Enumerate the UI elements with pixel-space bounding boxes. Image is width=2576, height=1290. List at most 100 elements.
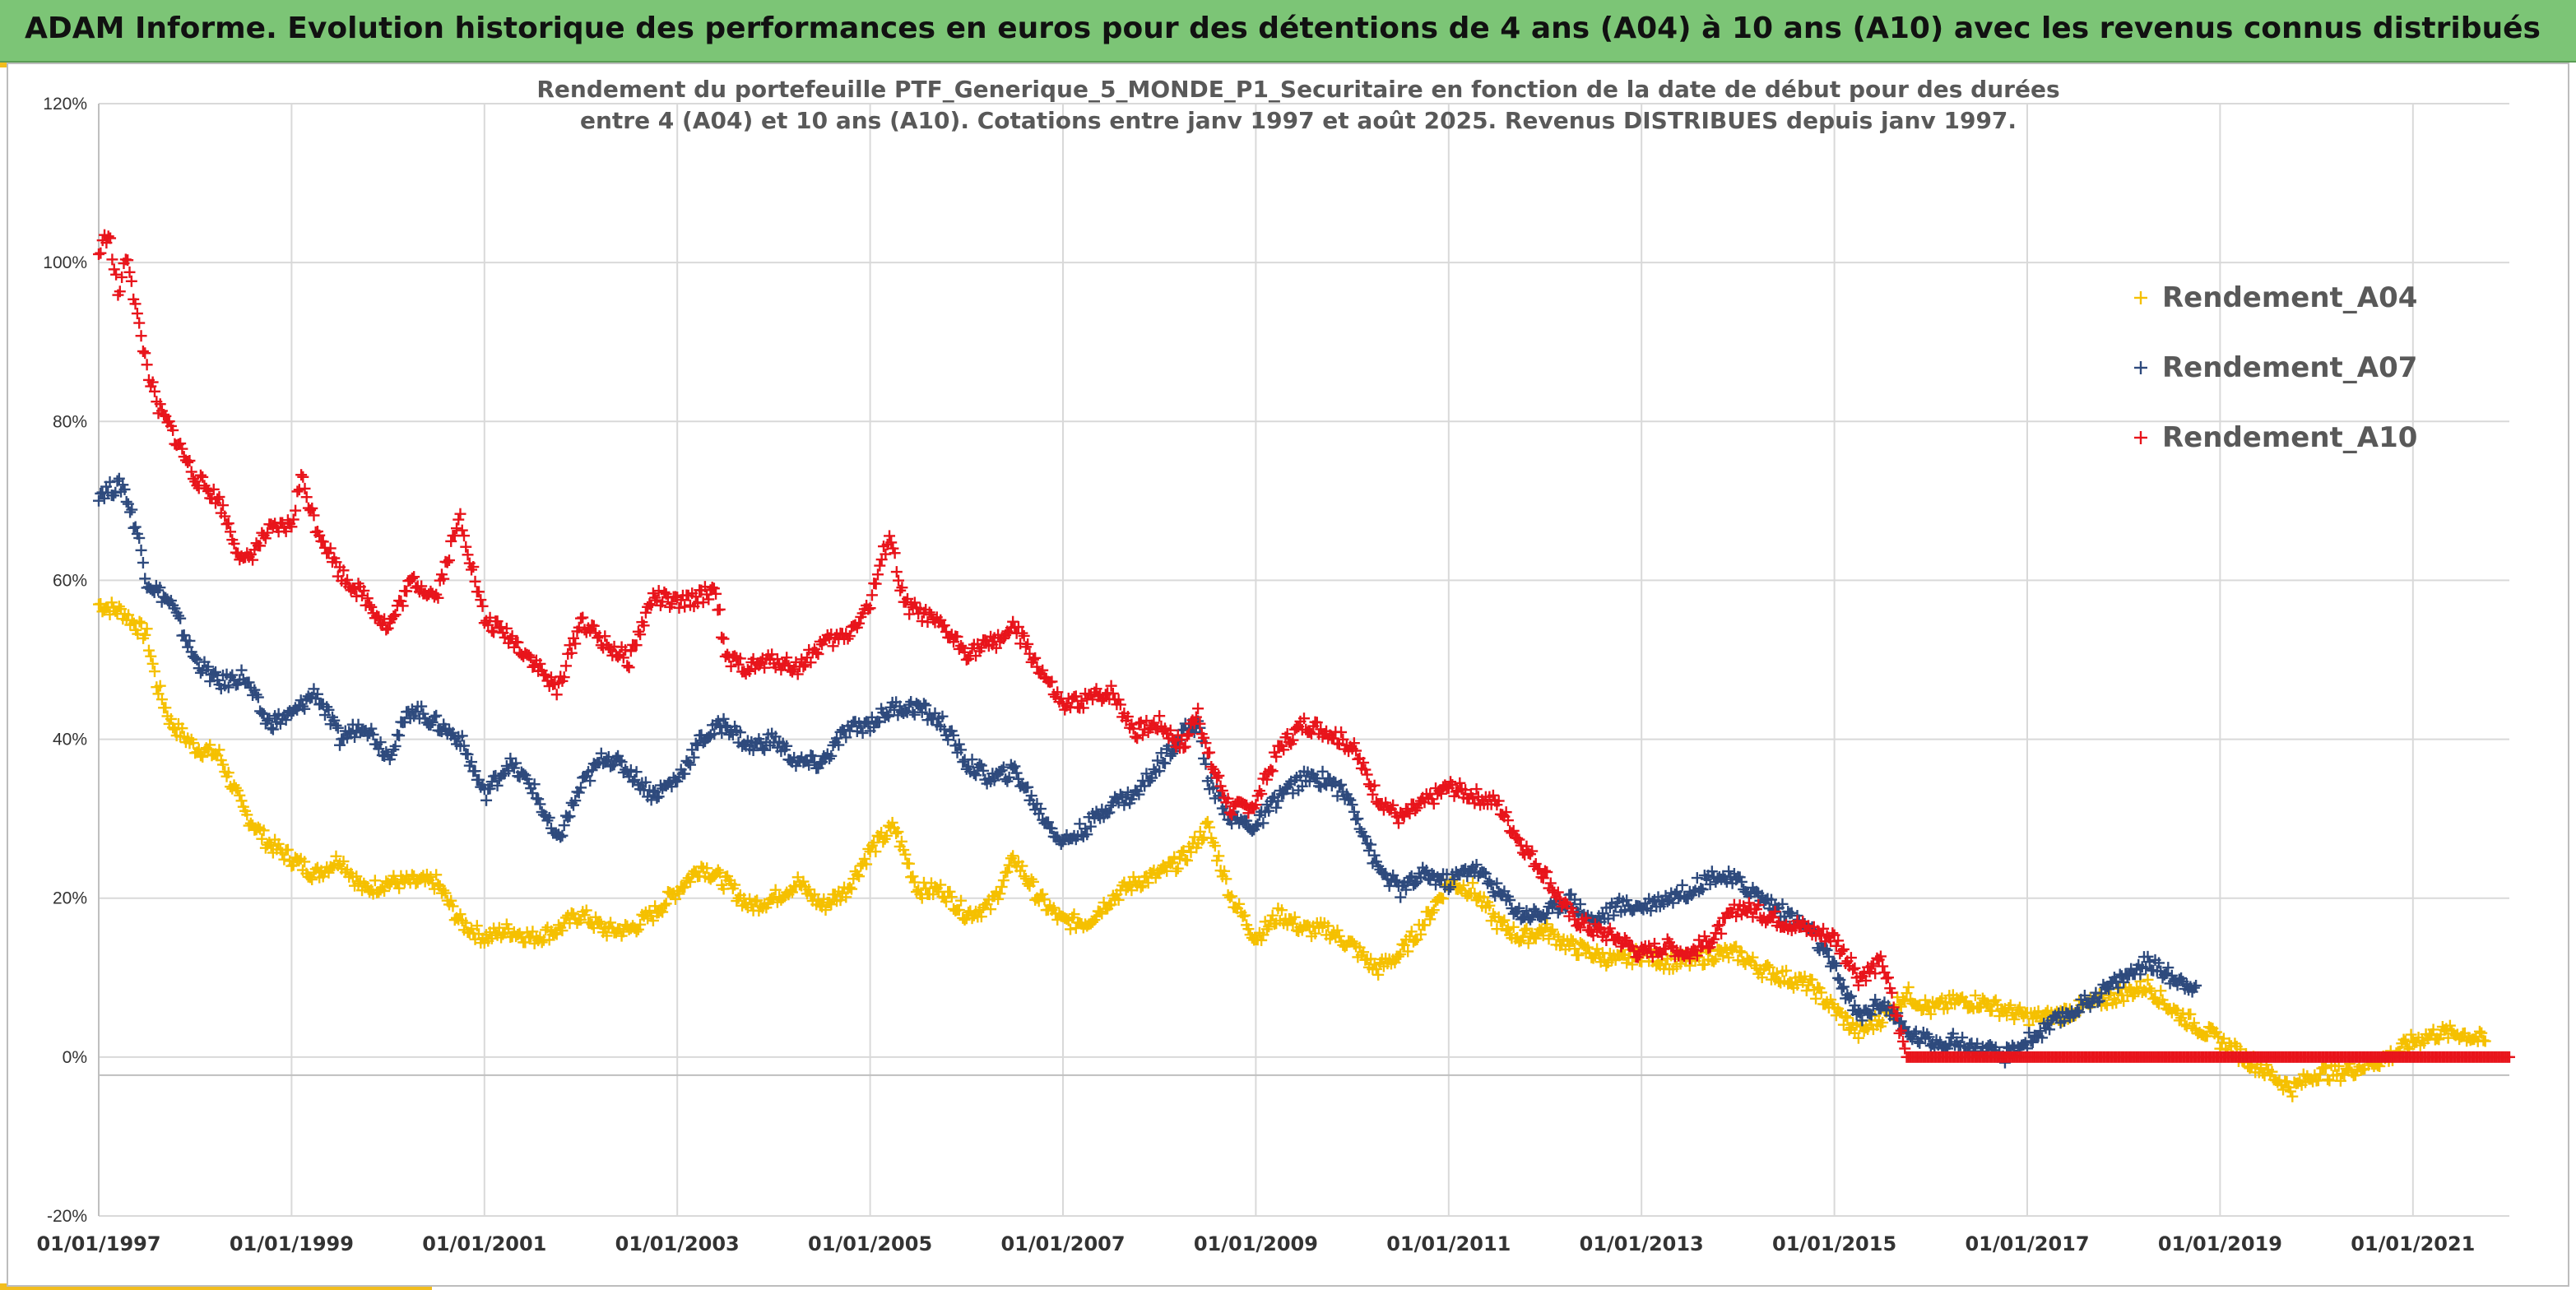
data-point <box>536 936 548 949</box>
data-point <box>337 855 350 867</box>
data-point <box>907 870 919 883</box>
data-point <box>935 879 947 891</box>
data-point <box>142 644 155 657</box>
data-point <box>996 881 1008 893</box>
data-point <box>632 923 644 935</box>
data-point <box>471 920 483 932</box>
x-tick-label: 01/01/2013 <box>1580 1232 1704 1255</box>
data-point <box>1256 934 1268 946</box>
page-title: ADAM Informe. Evolution historique des p… <box>25 12 2541 45</box>
data-point <box>1209 840 1221 852</box>
data-point <box>892 826 904 838</box>
data-point <box>145 650 157 662</box>
data-point <box>884 530 896 542</box>
data-point <box>1266 909 1279 921</box>
data-point <box>272 838 285 850</box>
data-point <box>1520 922 1533 935</box>
data-point <box>1395 948 1407 960</box>
data-point <box>1027 875 1039 888</box>
data-point <box>369 875 381 887</box>
data-point <box>110 268 123 281</box>
data-point <box>95 247 107 259</box>
data-point <box>1220 873 1232 885</box>
data-point <box>106 253 118 266</box>
data-point <box>1201 815 1214 828</box>
data-point <box>1135 881 1147 893</box>
data-point <box>1365 953 1377 965</box>
chart-frame: 120% 100% 80% 60% 40% 20% 0% -20% 01/01/1997 01/0… <box>7 63 2569 1287</box>
data-point <box>454 508 466 520</box>
data-point <box>1170 865 1182 877</box>
data-point <box>309 863 322 875</box>
data-point <box>135 617 147 629</box>
y-tick-label: 20% <box>53 889 87 908</box>
data-point <box>1158 757 1171 769</box>
data-point <box>880 829 893 842</box>
data-point <box>890 566 903 578</box>
data-point <box>213 744 225 756</box>
data-point <box>124 506 137 518</box>
data-point <box>1414 928 1427 940</box>
data-point <box>1112 893 1125 906</box>
data-point <box>454 908 466 921</box>
data-point <box>480 794 493 806</box>
data-point <box>291 485 304 498</box>
data-point <box>460 541 472 553</box>
data-point <box>1068 908 1080 921</box>
data-point <box>146 657 159 670</box>
data-point <box>1196 833 1209 846</box>
data-point <box>326 861 338 874</box>
legend-label: Rendement_A07 <box>2162 351 2417 384</box>
data-point <box>458 530 471 542</box>
data-point <box>729 879 741 891</box>
data-point <box>559 660 572 672</box>
data-point <box>129 521 142 533</box>
data-point <box>1507 921 1520 933</box>
data-point <box>717 633 730 645</box>
data-point <box>406 869 418 881</box>
data-point <box>1427 904 1440 916</box>
data-point <box>895 835 907 847</box>
legend-label: Rendement_A10 <box>2162 421 2417 454</box>
data-point <box>456 524 468 536</box>
data-point <box>701 862 713 875</box>
data-point <box>1129 731 1141 743</box>
data-point <box>808 889 820 901</box>
data-point <box>786 886 798 898</box>
data-point <box>819 903 832 916</box>
x-tick-label: 01/01/1997 <box>36 1232 160 1255</box>
data-point <box>660 898 672 910</box>
data-point <box>1037 888 1049 900</box>
data-point <box>469 575 481 587</box>
data-point <box>1331 924 1344 936</box>
data-point <box>1007 850 1019 862</box>
x-tick-label: 01/01/1999 <box>230 1232 354 1255</box>
data-point <box>1204 821 1216 833</box>
data-point <box>131 308 143 320</box>
data-point <box>1398 939 1410 951</box>
data-point <box>630 926 643 938</box>
data-point <box>920 882 932 894</box>
data-point <box>1218 865 1231 877</box>
data-point <box>133 317 146 329</box>
data-point <box>966 912 978 925</box>
data-point <box>1038 893 1051 906</box>
data-point <box>992 893 1005 905</box>
data-point <box>647 915 659 927</box>
data-point <box>1565 933 1577 945</box>
data-point <box>1437 893 1450 905</box>
data-point <box>1025 873 1037 885</box>
series-Rendement_A04 <box>93 596 2491 1102</box>
data-point <box>797 875 810 888</box>
data-point <box>1233 898 1246 910</box>
data-point <box>1426 907 1438 919</box>
data-point <box>278 853 290 865</box>
data-point <box>241 809 253 821</box>
data-point <box>154 680 166 692</box>
data-point <box>623 661 635 674</box>
data-point <box>139 629 151 641</box>
data-point <box>1676 879 1688 891</box>
data-point <box>1569 943 1581 955</box>
data-point <box>178 629 190 642</box>
data-point <box>232 784 244 796</box>
